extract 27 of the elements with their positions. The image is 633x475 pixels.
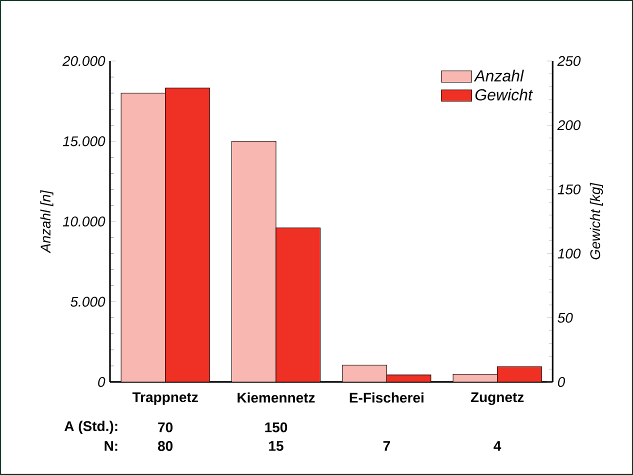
y-axis-title: Anzahl [n] (40, 190, 54, 254)
x-tick-label: Kiemennetz (238, 392, 315, 403)
y2-axis-title: Gewicht [kg] (590, 182, 603, 260)
y-tick-label: 10.000 (62, 216, 106, 226)
text: 70 (158, 422, 173, 432)
text: N: (104, 441, 118, 451)
y-tick-label: 5.000 (70, 296, 106, 307)
y2-tick-label: 200 (557, 120, 581, 130)
y2-tick-label: 50 (558, 312, 573, 323)
y2-tick-label: 150 (558, 184, 581, 194)
y2-tick-label: 250 (557, 56, 581, 66)
text: 7 (383, 441, 390, 451)
text: 15 (269, 441, 284, 451)
y-tick-label: 0 (98, 377, 106, 387)
x-tick-label: Zugnetz (470, 392, 524, 405)
x-tick-label: Trappnetz (132, 392, 198, 405)
text: A (Std.): (64, 420, 118, 434)
text: 80 (158, 441, 173, 451)
text: 150 (265, 422, 288, 432)
legend-label: Anzahl (474, 70, 524, 82)
x-tick-label: E-Fischerei (350, 392, 424, 403)
y2-tick-label: 0 (558, 377, 566, 387)
legend-label: Gewicht (475, 88, 533, 100)
y2-tick-label: 100 (558, 248, 581, 259)
y-tick-label: 20.000 (62, 56, 106, 66)
text: 4 (494, 441, 502, 451)
y-tick-label: 15.000 (62, 136, 106, 146)
